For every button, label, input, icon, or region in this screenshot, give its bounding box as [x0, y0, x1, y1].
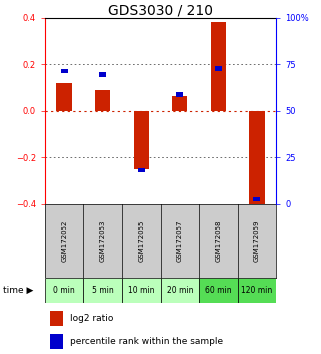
Bar	[134, 111, 149, 169]
Bar	[45, 278, 83, 303]
Bar	[122, 278, 160, 303]
Text: 10 min: 10 min	[128, 286, 154, 295]
Bar	[49, 311, 64, 326]
Text: 5 min: 5 min	[92, 286, 114, 295]
Bar	[61, 69, 68, 74]
Bar	[211, 22, 226, 111]
Text: 20 min: 20 min	[167, 286, 193, 295]
Bar	[253, 196, 260, 201]
Text: time ▶: time ▶	[3, 286, 34, 295]
Text: GSM172058: GSM172058	[215, 219, 221, 262]
Bar	[249, 111, 265, 208]
Bar	[238, 278, 276, 303]
Bar	[176, 92, 183, 97]
Bar	[95, 90, 110, 111]
Title: GDS3030 / 210: GDS3030 / 210	[108, 4, 213, 18]
Text: GSM172055: GSM172055	[138, 219, 144, 262]
Bar	[199, 278, 238, 303]
Text: 0 min: 0 min	[53, 286, 75, 295]
Bar	[99, 72, 106, 77]
Text: log2 ratio: log2 ratio	[70, 314, 114, 323]
Bar	[215, 67, 222, 71]
Bar	[49, 334, 64, 349]
Text: GSM172059: GSM172059	[254, 219, 260, 262]
Bar	[138, 167, 145, 172]
Text: percentile rank within the sample: percentile rank within the sample	[70, 337, 223, 346]
Bar	[172, 96, 187, 111]
Text: GSM172053: GSM172053	[100, 219, 106, 262]
Text: GSM172052: GSM172052	[61, 219, 67, 262]
Text: GSM172057: GSM172057	[177, 219, 183, 262]
Text: 120 min: 120 min	[241, 286, 273, 295]
Bar	[160, 278, 199, 303]
Text: 60 min: 60 min	[205, 286, 231, 295]
Bar	[83, 278, 122, 303]
Bar	[56, 83, 72, 111]
